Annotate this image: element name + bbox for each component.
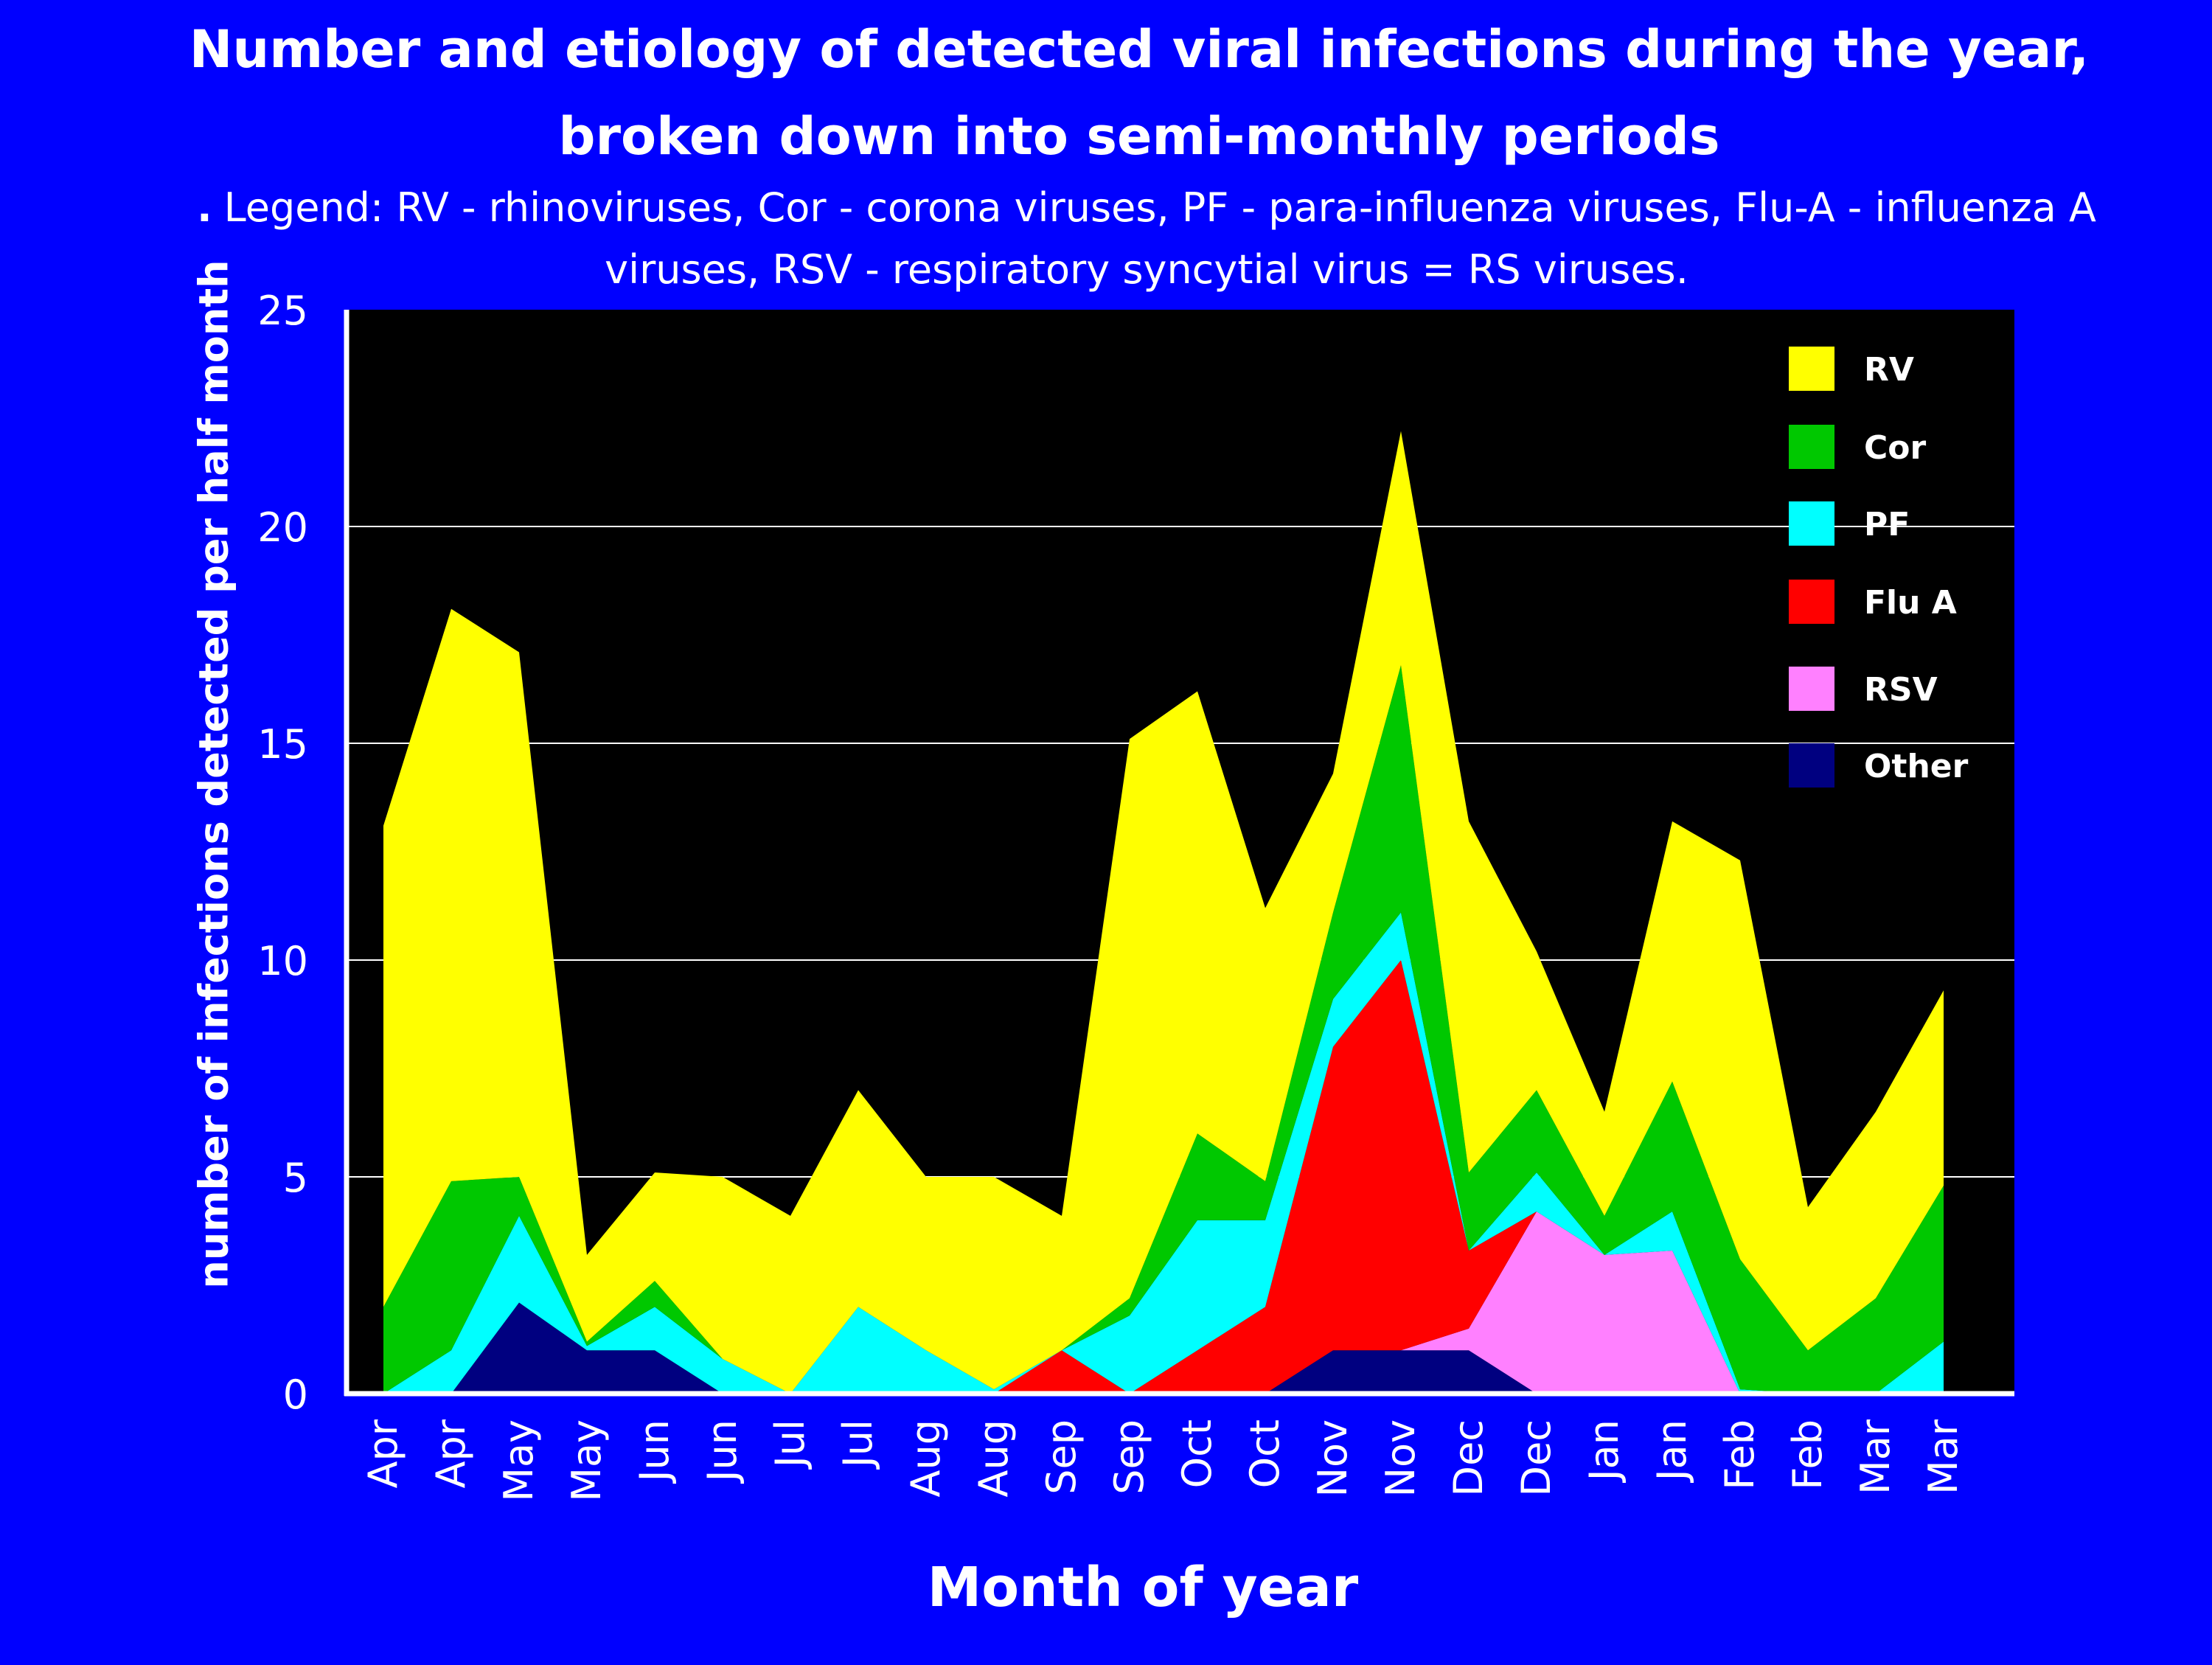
x-tick-label: Dec bbox=[1445, 1419, 1492, 1497]
legend-item-cor: Cor bbox=[1789, 425, 1927, 469]
series-area-cor bbox=[383, 665, 1944, 1394]
x-tick-label: Nov bbox=[1310, 1419, 1356, 1497]
x-tick-label: Jun bbox=[699, 1419, 745, 1484]
legend-label: PF bbox=[1864, 506, 1910, 543]
legend-swatch bbox=[1789, 347, 1834, 391]
series-area-pf bbox=[383, 912, 1944, 1394]
x-tick-label: May bbox=[563, 1419, 610, 1502]
legend-item-rsv: RSV bbox=[1789, 667, 1938, 711]
x-tick-label: Jul bbox=[767, 1419, 813, 1470]
chart-title: Number and etiology of detected viral in… bbox=[74, 6, 2205, 180]
x-tick-label: Jan bbox=[1581, 1419, 1627, 1483]
subtitle-bullet: . bbox=[197, 184, 212, 231]
x-tick-label: Jan bbox=[1649, 1419, 1695, 1483]
x-tick-label: Aug bbox=[970, 1419, 1017, 1497]
x-tick-label: Mar bbox=[1852, 1419, 1899, 1495]
legend-swatch bbox=[1789, 667, 1834, 711]
legend-label: RSV bbox=[1864, 671, 1938, 709]
x-tick-label: Jun bbox=[631, 1419, 678, 1484]
series-area-other bbox=[383, 1302, 1944, 1394]
x-tick-label: Oct bbox=[1242, 1419, 1288, 1488]
x-axis-label: Month of year bbox=[927, 1556, 1359, 1619]
legend-swatch bbox=[1789, 743, 1834, 788]
x-tick-labels: Apr Apr May May Jun Jun Jul Jul Aug Aug Sep Sep Oct O… bbox=[360, 1419, 1966, 1501]
legend-item-pf: PF bbox=[1789, 501, 1910, 546]
x-tick-label: Jul bbox=[835, 1419, 881, 1470]
x-tick-label: Mar bbox=[1920, 1419, 1966, 1495]
chart-title-line-1: Number and etiology of detected viral in… bbox=[189, 19, 2090, 80]
y-tick-labels: 0 5 10 15 20 25 bbox=[257, 288, 308, 1418]
y-tick-label: 5 bbox=[283, 1155, 308, 1201]
x-tick-label: Aug bbox=[902, 1419, 949, 1497]
y-tick-label: 10 bbox=[257, 938, 308, 984]
x-tick-label: Apr bbox=[428, 1419, 474, 1488]
x-tick-label: Sep bbox=[1106, 1419, 1152, 1495]
y-tick-label: 25 bbox=[257, 288, 308, 334]
legend-label: RV bbox=[1864, 351, 1914, 389]
legend-label: Other bbox=[1864, 748, 1969, 785]
legend-label: Flu A bbox=[1864, 584, 1957, 622]
x-tick-label: May bbox=[495, 1419, 542, 1502]
y-tick-label: 0 bbox=[283, 1372, 308, 1418]
x-tick-label: Sep bbox=[1038, 1419, 1085, 1495]
legend: RV Cor PF Flu A RSV Other bbox=[1789, 347, 1969, 788]
legend-label: Cor bbox=[1864, 429, 1927, 467]
x-tick-label: Nov bbox=[1377, 1419, 1424, 1497]
legend-swatch bbox=[1789, 580, 1834, 624]
legend-item-flu-a: Flu A bbox=[1789, 580, 1957, 624]
y-tick-label: 20 bbox=[257, 504, 308, 551]
legend-swatch bbox=[1789, 425, 1834, 469]
y-tick-label: 15 bbox=[257, 721, 308, 768]
legend-item-rv: RV bbox=[1789, 347, 1914, 391]
legend-swatch bbox=[1789, 501, 1834, 546]
chart-subtitle: . Legend: RV - rhinoviruses, Cor - corona… bbox=[155, 177, 2138, 301]
x-tick-label: Apr bbox=[360, 1419, 406, 1488]
series-area-rv bbox=[383, 431, 1944, 1394]
x-tick-label: Feb bbox=[1784, 1419, 1831, 1490]
subtitle-text: Legend: RV - rhinoviruses, Cor - corona … bbox=[223, 184, 2096, 293]
axes bbox=[344, 310, 2014, 1397]
x-tick-label: Oct bbox=[1174, 1419, 1220, 1488]
legend-item-other: Other bbox=[1789, 743, 1969, 788]
x-tick-label: Feb bbox=[1717, 1419, 1763, 1490]
y-axis-label: number of infections detected per half m… bbox=[190, 260, 237, 1289]
series-area-rsv bbox=[383, 1212, 1944, 1394]
area-series bbox=[383, 431, 1944, 1394]
chart-title-line-2: broken down into semi-monthly periods bbox=[558, 106, 1720, 167]
x-tick-label: Dec bbox=[1513, 1419, 1559, 1497]
